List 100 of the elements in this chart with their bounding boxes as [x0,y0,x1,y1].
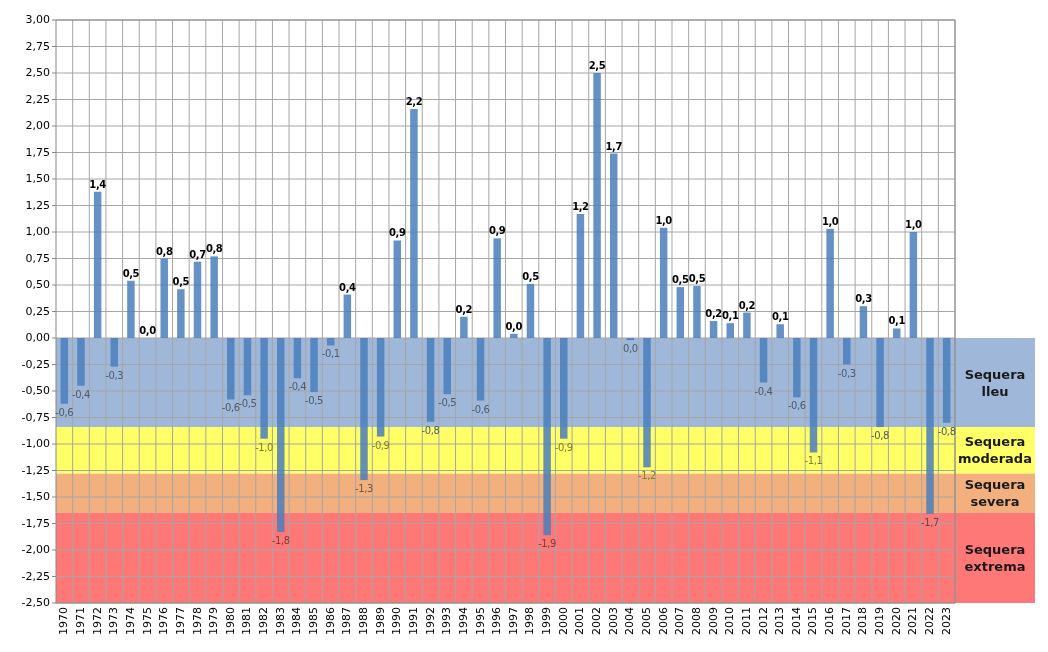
x-tick-label: 2002 [590,607,604,635]
y-tick-label: -2,25 [21,569,50,583]
data-label: -0,4 [288,381,307,393]
y-tick-label: -2,00 [21,543,50,556]
y-tick-label: -1,50 [21,490,50,503]
x-tick-label: 1989 [373,607,387,635]
y-tick-label: 2,50 [25,66,50,79]
bar [293,338,302,379]
y-tick-label: -0,75 [21,410,50,424]
bar [560,338,568,439]
band-label: Sequera extrema [964,541,1026,574]
x-tick-label: 2017 [839,607,853,635]
data-label: -1,3 [355,483,373,495]
data-label: -0,4 [72,388,90,400]
x-tick-label: 2010 [723,607,737,635]
data-label: -0,8 [937,425,956,437]
bar [726,323,734,338]
data-label: 0,0 [623,343,638,355]
x-tick-label: 1971 [73,607,87,635]
data-label: 0,7 [189,248,207,260]
bar [576,213,585,338]
y-tick-label: 0,25 [25,304,50,318]
bar [926,338,934,514]
x-tick-label: 1996 [490,607,504,635]
data-label: 0,5 [688,273,706,285]
x-tick-label: 2006 [656,607,670,635]
data-label: 1,7 [605,140,623,152]
x-tick-label: 2016 [823,607,837,635]
x-tick-label: 1988 [356,607,370,635]
bar [793,338,801,398]
data-label: -0,3 [837,367,856,379]
x-tick-label: 1987 [340,607,354,635]
bar [909,232,918,338]
data-label: 0,1 [771,311,789,323]
x-tick-label: 2022 [923,607,937,635]
x-tick-label: 1977 [173,607,187,635]
data-label: 0,5 [522,270,540,282]
x-tick-label: 1973 [107,607,121,635]
x-tick-label: 2023 [939,607,953,635]
data-label: 1,2 [572,200,590,212]
band-label: Sequera moderada [958,433,1032,466]
data-label: -0,8 [871,430,890,442]
x-tick-label: 1978 [190,607,204,635]
x-tick-label: 2005 [640,607,654,635]
y-tick-label: 2,00 [25,119,50,132]
x-tick-label: 1979 [207,607,221,635]
data-label: 0,9 [389,227,406,239]
x-tick-label: 2015 [806,607,820,635]
x-tick-label: 1983 [273,607,287,635]
data-label: 0,5 [672,274,689,286]
bar [93,191,102,338]
x-tick-label: 2018 [856,607,870,635]
data-label: 0,4 [339,281,357,293]
bar [510,333,518,338]
data-label: 1,0 [821,215,839,227]
y-tick-label: 1,75 [25,145,50,159]
x-tick-label: 1985 [307,607,321,635]
y-tick-label: 2,25 [25,92,50,106]
bar [410,109,418,338]
x-tick-label: 2004 [623,607,637,635]
bar [310,338,318,393]
bar [193,261,202,338]
x-tick-label: 1981 [240,607,254,635]
bar [110,338,119,367]
bar [843,338,851,365]
band-label: Sequera lleu [964,366,1026,399]
bar [826,228,834,338]
bar [227,338,235,400]
bar [60,338,69,404]
data-label: 0,2 [738,299,756,311]
bar [543,338,551,536]
bar [277,338,285,532]
y-tick-label: 1,00 [25,225,50,238]
data-label: 0,5 [172,276,190,288]
x-tick-label: 2013 [773,607,787,635]
x-tick-label: 1994 [456,607,470,635]
bar [809,338,818,453]
data-label: -0,8 [421,424,440,436]
data-label: -0,5 [305,395,324,407]
data-label: 0,2 [705,308,723,320]
bar [643,338,651,468]
bar [210,256,218,338]
x-tick-label: 2000 [556,607,570,635]
band-label: Sequera severa [964,476,1026,509]
bar [243,338,252,396]
y-tick-label: 0,50 [25,278,50,291]
data-label: 1,4 [89,178,107,190]
bar [493,238,501,338]
data-label: 0,8 [155,245,173,257]
x-tick-label: 2009 [706,607,720,635]
bar [360,338,368,481]
data-label: 0,3 [855,293,873,305]
bar [676,287,685,338]
bar [759,338,768,383]
x-tick-label: 2007 [673,607,687,635]
x-tick-label: 2011 [739,607,753,635]
bar [593,73,601,338]
x-tick-label: 1995 [473,607,487,635]
x-tick-label: 1992 [423,607,437,635]
x-tick-label: 2020 [889,607,903,635]
